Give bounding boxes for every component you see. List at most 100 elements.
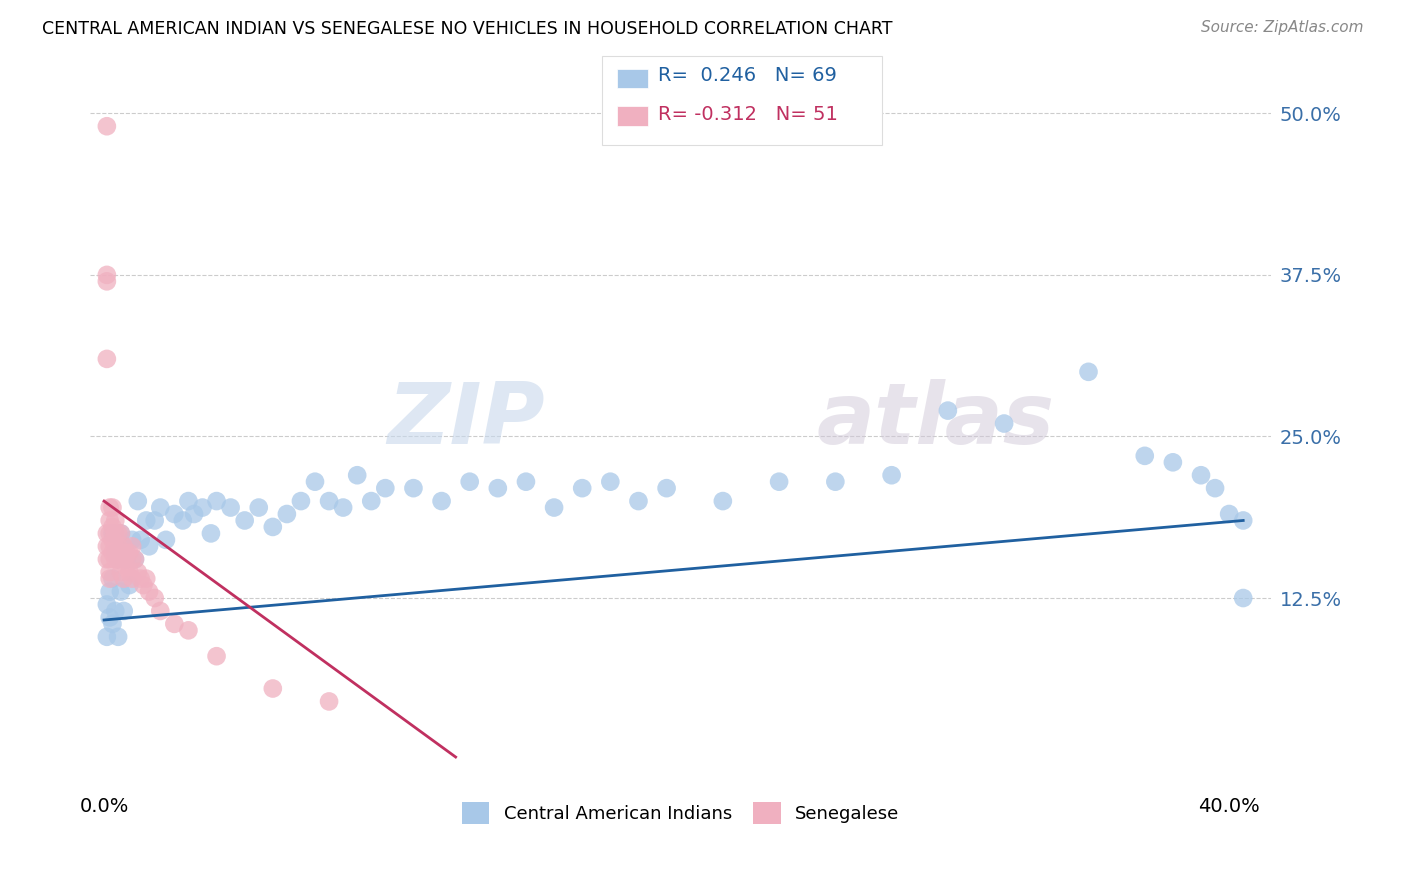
Point (149, 604, 172, 618)
Point (262, 520, 284, 534)
Point (98, 565, 121, 579)
Point (149, 500, 172, 515)
Text: R=  0.246   N= 69: R= 0.246 N= 69 (658, 66, 837, 86)
Point (1161, 455, 1184, 469)
Point (96, 598, 118, 612)
Text: R= -0.312   N= 51: R= -0.312 N= 51 (658, 104, 838, 124)
Point (290, 494, 312, 508)
Point (143, 513, 166, 527)
Point (118, 565, 141, 579)
Point (98, 572, 121, 586)
Point (138, 539, 160, 553)
Point (374, 481, 396, 495)
Point (177, 624, 200, 638)
Point (124, 552, 146, 566)
Point (129, 572, 152, 586)
Point (129, 533, 152, 547)
Point (993, 417, 1015, 431)
Point (121, 552, 143, 566)
Point (104, 546, 127, 560)
Point (1232, 513, 1254, 527)
Point (486, 481, 509, 495)
Point (121, 539, 143, 553)
Point (571, 481, 593, 495)
Point (332, 500, 354, 515)
Text: CENTRAL AMERICAN INDIAN VS SENEGALESE NO VEHICLES IN HOUSEHOLD CORRELATION CHART: CENTRAL AMERICAN INDIAN VS SENEGALESE NO… (42, 20, 893, 37)
Point (98, 539, 121, 553)
Point (205, 649, 228, 664)
Point (107, 539, 129, 553)
Point (135, 513, 157, 527)
Point (101, 500, 124, 515)
Point (276, 507, 298, 521)
Point (515, 475, 537, 489)
Point (104, 539, 127, 553)
Point (304, 475, 326, 489)
Point (135, 572, 157, 586)
Point (191, 500, 214, 515)
Point (112, 572, 135, 586)
Point (115, 546, 138, 560)
Point (110, 526, 132, 541)
Point (219, 500, 242, 515)
Legend: Central American Indians, Senegalese: Central American Indians, Senegalese (454, 795, 907, 831)
Text: Source: ZipAtlas.com: Source: ZipAtlas.com (1201, 20, 1364, 35)
Point (96, 539, 118, 553)
Point (96, 552, 118, 566)
Point (200, 526, 222, 541)
Point (107, 552, 129, 566)
Point (115, 552, 138, 566)
Point (121, 572, 143, 586)
Point (96, 268, 118, 282)
Point (118, 578, 141, 592)
Point (98, 610, 121, 624)
Point (98, 552, 121, 566)
Point (124, 552, 146, 566)
Point (110, 584, 132, 599)
Point (96, 351, 118, 366)
Point (101, 546, 124, 560)
Point (96, 120, 118, 134)
Point (98, 584, 121, 599)
Point (98, 500, 121, 515)
Point (183, 507, 205, 521)
Point (127, 494, 149, 508)
Point (1204, 481, 1226, 495)
Point (655, 481, 678, 495)
Point (104, 552, 127, 566)
Point (360, 494, 382, 508)
Point (627, 494, 650, 508)
Point (711, 494, 734, 508)
Point (115, 558, 138, 573)
Point (163, 507, 186, 521)
Point (118, 546, 141, 560)
Point (599, 475, 621, 489)
Point (163, 616, 186, 631)
Point (172, 513, 194, 527)
Point (205, 494, 228, 508)
Point (458, 475, 481, 489)
Point (318, 494, 340, 508)
Point (107, 630, 129, 644)
Point (318, 694, 340, 708)
Point (177, 494, 200, 508)
Point (104, 513, 127, 527)
Point (101, 526, 124, 541)
Point (155, 533, 177, 547)
Point (101, 572, 124, 586)
Text: ZIP: ZIP (387, 379, 544, 462)
Point (107, 526, 129, 541)
Point (104, 526, 127, 541)
Point (101, 533, 124, 547)
Point (98, 513, 121, 527)
Point (262, 681, 284, 696)
Point (104, 604, 127, 618)
Point (402, 481, 425, 495)
Point (101, 520, 124, 534)
Point (98, 526, 121, 541)
Point (1133, 449, 1156, 463)
Point (543, 500, 565, 515)
Point (112, 552, 135, 566)
Point (107, 552, 129, 566)
Text: atlas: atlas (817, 379, 1054, 462)
